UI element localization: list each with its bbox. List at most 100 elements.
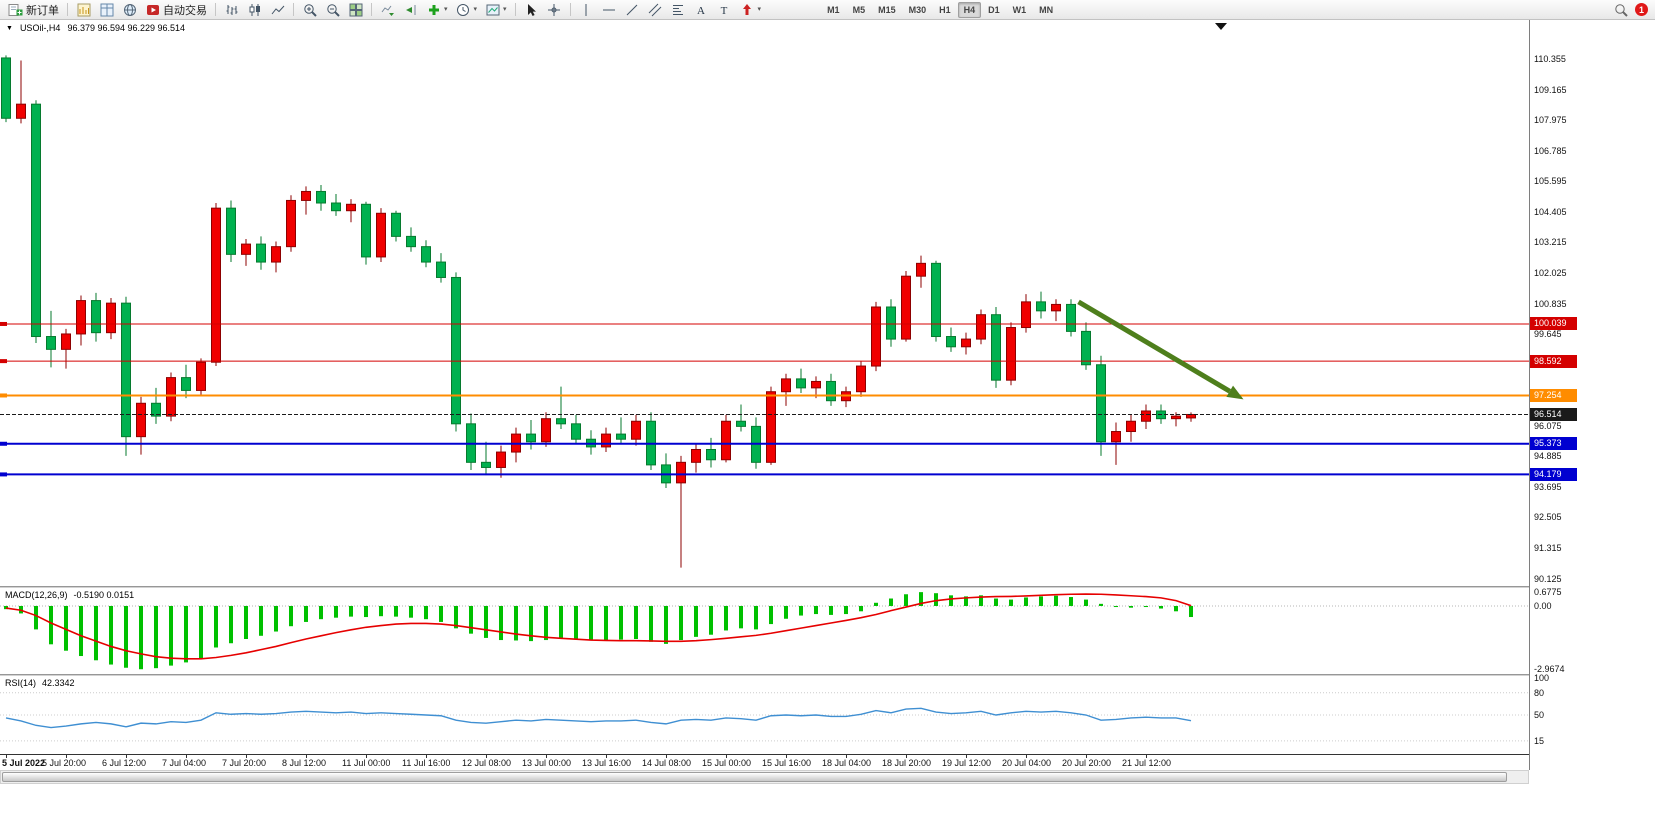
time-label: 15 Jul 00:00 [702,758,752,768]
panel-divider[interactable] [0,674,1655,676]
timeframe-m30[interactable]: M30 [908,4,927,15]
time-tick [726,755,727,758]
zoom-out-icon [325,3,340,17]
macd-panel[interactable]: MACD(12,26,9) -0.5190 0.0151 [0,588,1529,674]
rsi-name: RSI(14) [5,678,37,688]
time-tick [486,755,487,758]
axis-label: 15 [1534,735,1545,746]
time-tick [246,755,247,758]
fibonacci-button[interactable] [667,1,690,19]
axis-label: 100 [1534,673,1550,683]
panel-divider[interactable] [0,586,1655,588]
axis-label: 105.595 [1534,176,1567,187]
timeframe-m5[interactable]: M5 [852,4,866,15]
chart-shift-button[interactable] [399,1,422,19]
price-chart[interactable]: ▼ USOil-,H4 96.379 96.594 96.229 96.514 [0,20,1529,586]
time-tick [786,755,787,758]
rsi-canvas[interactable] [0,676,1529,754]
label-button[interactable]: T [713,1,736,19]
macd-canvas[interactable] [0,588,1529,674]
axis-label: 92.505 [1534,512,1562,523]
chart-collapse-icon[interactable]: ▼ [6,24,13,32]
axis-label: 90.125 [1534,573,1562,584]
navigator-button[interactable] [118,1,141,19]
bid-price-tag: 96.514 [1530,407,1577,421]
time-label: 11 Jul 00:00 [342,758,391,768]
timeframe-d1[interactable]: D1 [988,4,1000,15]
notification-badge[interactable]: 1 [1635,3,1648,16]
tile-windows-icon [348,3,363,17]
time-tick [1086,755,1087,758]
arrows-button[interactable]: ▾ [736,1,766,19]
crosshair-button[interactable] [543,1,566,19]
trendline-button[interactable] [621,1,644,19]
zoom-out-button[interactable] [321,1,344,19]
auto-scroll-button[interactable] [376,1,399,19]
channel-button[interactable] [644,1,667,19]
timeframe-w1[interactable]: W1 [1012,4,1027,15]
data-window-button[interactable] [95,1,118,19]
indicators-button[interactable]: ▾ [422,1,452,19]
chart-window-button[interactable] [72,1,95,19]
rsi-value: 42.3342 [42,678,75,688]
toolbar-separator [569,3,571,16]
toolbar-separator [215,3,216,16]
rsi-line [5,707,1192,729]
line-handle[interactable] [0,441,7,446]
timeframe-mn[interactable]: MN [1039,4,1054,15]
horizontal-scrollbar[interactable] [0,770,1529,784]
time-label: 15 Jul 16:00 [762,758,812,768]
axis-label: 93.695 [1534,481,1562,492]
timeframe-h4[interactable]: H4 [957,1,982,18]
time-tick [1146,755,1147,758]
line-handle[interactable] [0,359,7,364]
time-tick [906,755,907,758]
time-label: 13 Jul 16:00 [582,758,632,768]
rsi-panel[interactable]: RSI(14) 42.3342 [0,676,1529,754]
arrows-icon [740,3,755,17]
timeframe-m15[interactable]: M15 [878,4,896,15]
price-chart-canvas[interactable] [0,20,1529,586]
text-button[interactable]: A [690,1,713,19]
periods-button[interactable]: ▾ [452,1,482,19]
time-label: 5 Jul 2022 [2,758,46,768]
time-label: 12 Jul 08:00 [462,758,512,768]
zoom-in-button[interactable] [298,1,321,19]
price-axis[interactable]: 110.355 109.165 107.975 106.785 105.595 104.4… [1530,20,1655,770]
axis-label: 109.165 [1534,84,1567,95]
axis-label: 104.405 [1534,206,1567,217]
new-order-button[interactable]: 新订单 [4,1,63,19]
search-icon[interactable] [1613,3,1628,17]
rsi-label: RSI(14) 42.3342 [5,678,75,688]
autotrading-button[interactable]: 自动交易 [141,1,211,19]
cursor-button[interactable] [520,1,543,19]
price-tag: 94.179 [1530,467,1577,481]
timeframe-m1[interactable]: M1 [827,4,840,15]
auto-scroll-icon [380,3,395,17]
timeframe-h1[interactable]: H1 [939,4,951,15]
time-label: 20 Jul 20:00 [1062,758,1112,768]
cursor-icon [524,3,539,17]
toolbar-separator [371,3,372,16]
time-tick [126,755,127,758]
vertical-line-button[interactable] [575,1,598,19]
label-icon: T [717,3,732,17]
bar-chart-button[interactable] [220,1,243,19]
line-chart-icon [270,3,285,17]
line-chart-button[interactable] [266,1,289,19]
line-handle[interactable] [0,393,7,398]
chart-shift-marker[interactable] [1215,23,1227,30]
horizontal-line-button[interactable] [598,1,621,19]
axis-label: 99.645 [1534,329,1562,340]
candlestick-chart-button[interactable] [243,1,266,19]
trend-arrow[interactable] [1077,299,1231,394]
line-handle[interactable] [0,321,7,326]
tile-windows-button[interactable] [344,1,367,19]
time-axis[interactable]: 5 Jul 2022 5 Jul 20:00 6 Jul 12:00 7 Jul 04… [0,755,1529,770]
text-icon: A [694,3,709,17]
templates-button[interactable]: ▾ [481,1,511,19]
trend-arrow-head[interactable] [1226,385,1244,400]
scrollbar-thumb[interactable] [2,772,1507,782]
line-handle[interactable] [0,472,7,477]
